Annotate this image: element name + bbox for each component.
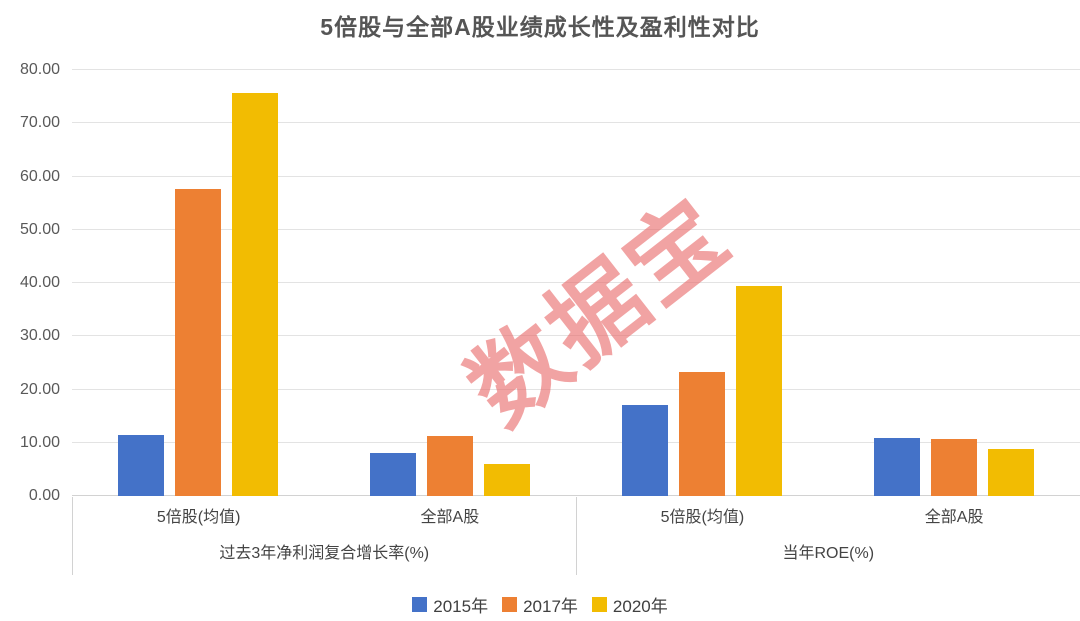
y-axis: 80.00 70.00 60.00 50.00 40.00 30.00 20.00 10.00… [0, 61, 64, 504]
gridline [72, 335, 1080, 337]
y-tick-label: 10.00 [19, 433, 60, 451]
category-label: 全部A股 [420, 509, 480, 526]
category-label: 5倍股(均值) [156, 509, 241, 526]
bar-2015年-slot1 [370, 452, 416, 496]
axis-group-roe: 5倍股(均值) 全部A股 当年ROE(%) [577, 497, 1080, 575]
category-label: 5倍股(均值) [660, 509, 745, 526]
bar-2017年-slot0 [175, 188, 221, 496]
bar-2020年-slot0 [232, 92, 278, 496]
legend-label: 2017年 [523, 597, 578, 616]
gridline [72, 228, 1080, 230]
y-tick-label: 0.00 [28, 487, 60, 504]
y-tick-label: 30.00 [19, 327, 60, 345]
group-label-growth: 过去3年净利润复合增长率(%) [219, 545, 430, 562]
legend-item-2017: 2017年 [502, 592, 578, 617]
category-slot-2 [576, 70, 828, 496]
bars-layer [72, 70, 1080, 496]
chart-title: 5倍股与全部A股业绩成长性及盈利性对比 [320, 14, 760, 40]
gridline [72, 122, 1080, 124]
axis-group-growth: 5倍股(均值) 全部A股 过去3年净利润复合增长率(%) [73, 497, 577, 575]
x-axis-baseline [72, 495, 1080, 496]
category-label: 全部A股 [924, 509, 984, 526]
y-tick-label: 20.00 [19, 380, 60, 398]
bar-2015年-slot2 [622, 405, 668, 496]
category-row: 5倍股(均值) 全部A股 [73, 497, 576, 537]
x-axis: 5倍股(均值) 全部A股 过去3年净利润复合增长率(%) 5倍股(均值) 全部A… [72, 497, 1080, 575]
y-tick-label: 60.00 [19, 167, 60, 185]
y-tick-label: 50.00 [19, 220, 60, 238]
bar-2017年-slot1 [427, 436, 473, 496]
legend-label: 2015年 [433, 597, 489, 616]
bar-2017年-slot3 [931, 439, 977, 496]
y-tick-label: 80.00 [19, 61, 60, 78]
y-tick-label: 40.00 [19, 274, 60, 291]
category-slot-0 [72, 70, 324, 496]
legend-label: 2020年 [612, 597, 668, 616]
category-row: 5倍股(均值) 全部A股 [577, 497, 1080, 537]
bar-2020年-slot3 [988, 448, 1034, 496]
bar-2015年-slot0 [118, 434, 164, 496]
bar-2020年-slot1 [484, 463, 530, 496]
category-slot-1 [324, 70, 576, 496]
legend-item-2020: 2020年 [591, 592, 668, 617]
bar-2015年-slot3 [874, 437, 920, 496]
gridline [72, 282, 1080, 283]
bar-2020年-slot2 [736, 286, 782, 496]
plot-area [72, 69, 1080, 496]
legend-swatch-2020 [591, 597, 607, 612]
bar-2017年-slot2 [679, 371, 725, 496]
category-slot-3 [828, 70, 1080, 496]
legend: 2015年 2017年 2020年 [0, 592, 1080, 617]
legend-item-2015: 2015年 [412, 592, 488, 617]
legend-swatch-2015 [412, 597, 428, 612]
group-label-roe: 当年ROE(%) [782, 545, 875, 562]
gridline [72, 69, 1080, 70]
gridline [72, 441, 1080, 443]
gridline [72, 175, 1080, 177]
gridline [72, 388, 1080, 390]
y-tick-label: 70.00 [19, 114, 60, 132]
legend-swatch-2017 [502, 597, 518, 612]
